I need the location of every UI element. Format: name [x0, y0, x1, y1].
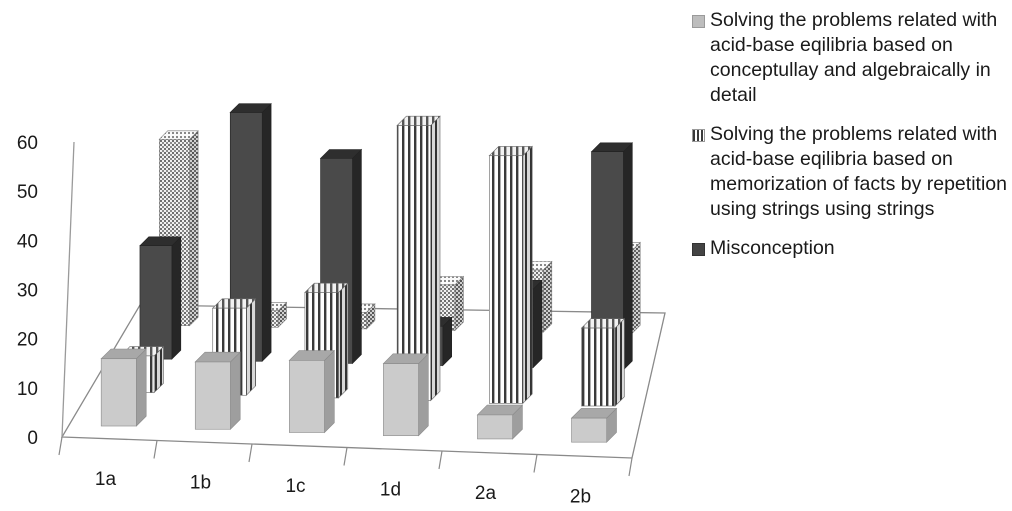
x-divider-tick — [248, 443, 253, 463]
x-divider-tick — [58, 436, 63, 456]
bar-solid-dark-1a — [139, 236, 182, 360]
bar-solid-light-1d — [382, 353, 430, 437]
x-divider-tick — [438, 450, 443, 470]
x-divider-tick — [533, 454, 538, 473]
y-tick-label: 10 — [17, 379, 38, 400]
legend-item-misconception: Misconception — [690, 236, 1010, 261]
legend-swatch-dark-icon — [692, 243, 705, 256]
x-divider-tick — [153, 440, 158, 459]
bar-vertical-stripes-2a — [488, 145, 533, 405]
y-tick-label: 20 — [17, 330, 38, 351]
x-tick-label: 1c — [285, 476, 305, 497]
bar-vertical-stripes-2b — [580, 317, 626, 407]
y-axis-line — [61, 141, 75, 438]
x-tick-label: 1b — [190, 472, 211, 493]
legend-label: Misconception — [710, 237, 835, 259]
y-tick-label: 50 — [17, 182, 38, 203]
x-tick-label: 2a — [475, 483, 497, 504]
bar-solid-light-1b — [194, 351, 241, 431]
y-tick-label: 0 — [27, 428, 38, 449]
y-tick-label: 40 — [17, 231, 38, 252]
legend-swatch-light-icon — [692, 15, 705, 28]
bar-solid-light-2b — [570, 407, 618, 443]
x-divider-tick — [343, 447, 348, 466]
bar-solid-light-2a — [476, 404, 524, 440]
bar-solid-light-1a — [100, 348, 147, 427]
legend: Solving the problems related with acid-b… — [690, 8, 1010, 275]
x-tick-label: 1d — [380, 479, 401, 500]
x-tick-label: 1a — [95, 469, 117, 490]
x-tick-label: 2b — [570, 486, 591, 507]
legend-label: Solving the problems related with acid-b… — [710, 9, 998, 106]
legend-item-conceptual: Solving the problems related with acid-b… — [690, 8, 1010, 108]
legend-label: Solving the problems related with acid-b… — [710, 123, 1007, 220]
x-divider-tick — [628, 457, 633, 477]
legend-swatch-striped-icon — [692, 129, 705, 142]
y-tick-label: 60 — [17, 133, 38, 154]
y-tick-label: 30 — [17, 281, 38, 302]
bar-solid-light-1c — [288, 349, 336, 434]
legend-item-memorization: Solving the problems related with acid-b… — [690, 122, 1010, 222]
